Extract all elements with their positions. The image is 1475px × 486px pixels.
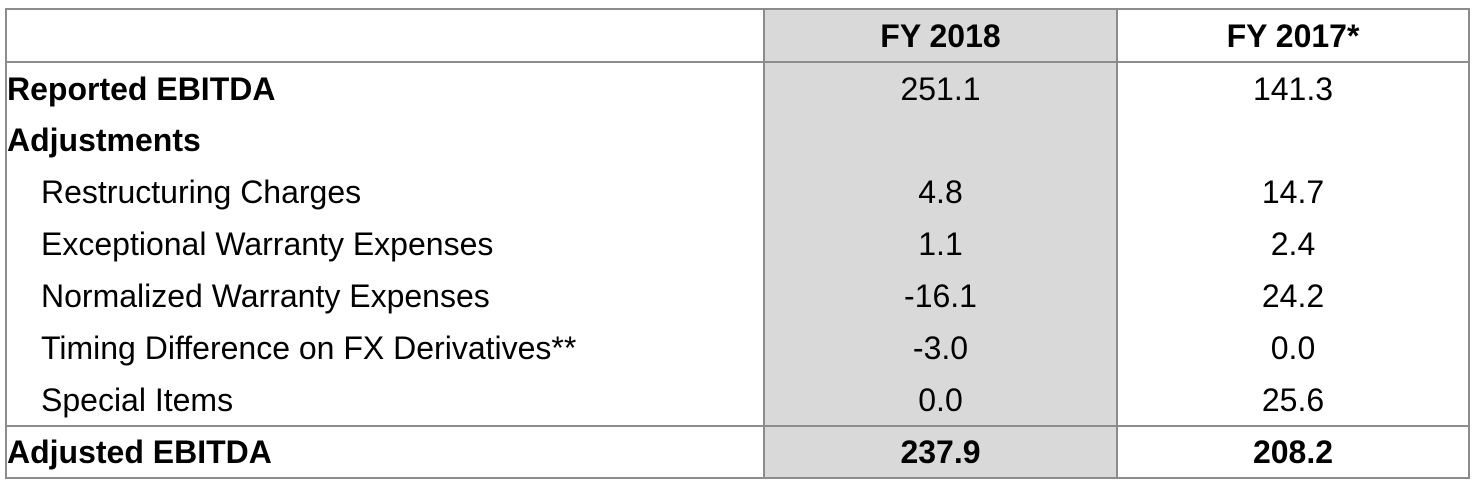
row-label: Timing Difference on FX Derivatives** (5, 322, 765, 374)
row-reported-ebitda: Reported EBITDA 251.1 141.3 (5, 62, 1470, 114)
row-timing-difference-fx: Timing Difference on FX Derivatives** -3… (5, 322, 1470, 374)
value-fy2017 (1116, 114, 1470, 166)
row-restructuring-charges: Restructuring Charges 4.8 14.7 (5, 166, 1470, 218)
header-fy2018: FY 2018 (763, 8, 1118, 63)
row-label: Adjustments (5, 114, 765, 166)
row-exceptional-warranty-expenses: Exceptional Warranty Expenses 1.1 2.4 (5, 218, 1470, 270)
value-fy2017: 25.6 (1116, 374, 1470, 426)
row-label: Special Items (5, 374, 765, 426)
row-adjusted-ebitda: Adjusted EBITDA 237.9 208.2 (5, 425, 1470, 479)
value-fy2018: 4.8 (763, 166, 1118, 218)
value-fy2017: 208.2 (1116, 425, 1470, 479)
value-fy2017: 14.7 (1116, 166, 1470, 218)
row-label: Normalized Warranty Expenses (5, 270, 765, 322)
row-label: Exceptional Warranty Expenses (5, 218, 765, 270)
row-label: Adjusted EBITDA (5, 425, 765, 479)
header-row: FY 2018 FY 2017* (5, 8, 1470, 63)
value-fy2017: 141.3 (1116, 62, 1470, 114)
value-fy2018: 251.1 (763, 62, 1118, 114)
value-fy2017: 24.2 (1116, 270, 1470, 322)
value-fy2018: -16.1 (763, 270, 1118, 322)
value-fy2018: 0.0 (763, 374, 1118, 426)
value-fy2018 (763, 114, 1118, 166)
header-label-cell (5, 8, 765, 63)
value-fy2018: -3.0 (763, 322, 1118, 374)
row-special-items: Special Items 0.0 25.6 (5, 374, 1470, 426)
row-label: Reported EBITDA (5, 62, 765, 114)
value-fy2018: 237.9 (763, 425, 1118, 479)
value-fy2017: 2.4 (1116, 218, 1470, 270)
row-adjustments: Adjustments (5, 114, 1470, 166)
value-fy2018: 1.1 (763, 218, 1118, 270)
header-fy2017: FY 2017* (1116, 8, 1470, 63)
ebitda-reconciliation-table: FY 2018 FY 2017* Reported EBITDA 251.1 1… (5, 8, 1470, 479)
row-label: Restructuring Charges (5, 166, 765, 218)
value-fy2017: 0.0 (1116, 322, 1470, 374)
row-normalized-warranty-expenses: Normalized Warranty Expenses -16.1 24.2 (5, 270, 1470, 322)
